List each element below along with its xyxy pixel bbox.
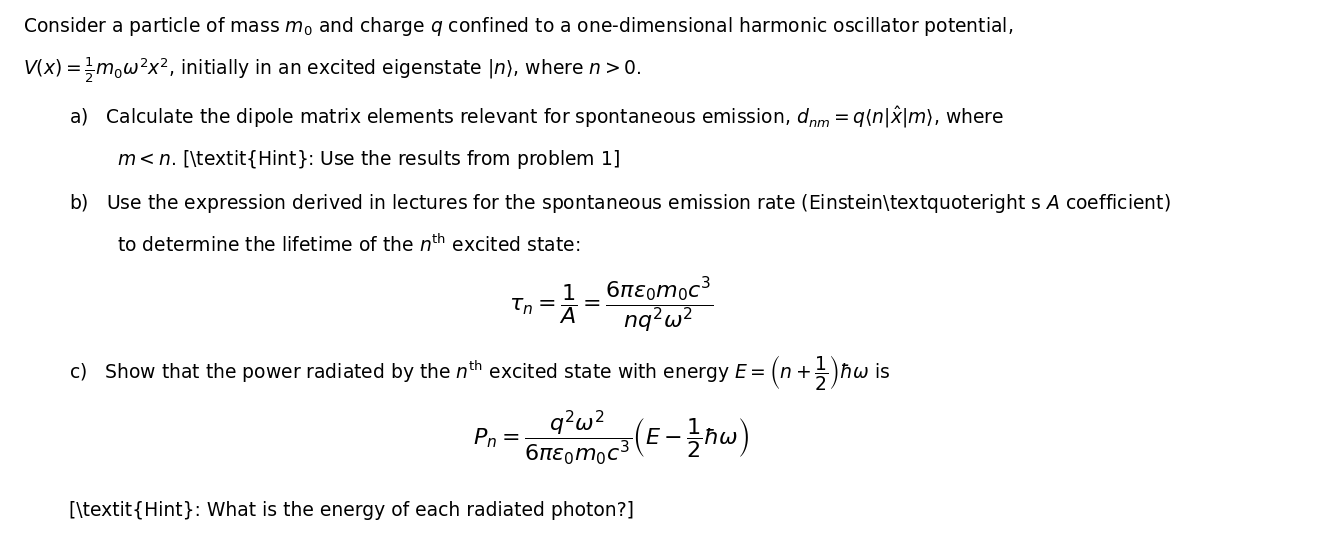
Text: [\textit{Hint}: What is the energy of each radiated photon?]: [\textit{Hint}: What is the energy of ea… — [68, 501, 633, 520]
Text: a)   Calculate the dipole matrix elements relevant for spontaneous emission, $d_: a) Calculate the dipole matrix elements … — [68, 105, 1004, 131]
Text: $\tau_n = \dfrac{1}{A} = \dfrac{6\pi\epsilon_0 m_0 c^3}{nq^2\omega^2}$: $\tau_n = \dfrac{1}{A} = \dfrac{6\pi\eps… — [509, 276, 714, 335]
Text: b)   Use the expression derived in lectures for the spontaneous emission rate (E: b) Use the expression derived in lecture… — [68, 192, 1170, 215]
Text: $V(x) = \frac{1}{2}m_0\omega^2x^2$, initially in an excited eigenstate $|n\rangl: $V(x) = \frac{1}{2}m_0\omega^2x^2$, init… — [23, 56, 641, 85]
Text: Consider a particle of mass $m_0$ and charge $q$ confined to a one-dimensional h: Consider a particle of mass $m_0$ and ch… — [23, 15, 1013, 38]
Text: to determine the lifetime of the $n^\mathrm{th}$ excited state:: to determine the lifetime of the $n^\mat… — [117, 234, 581, 256]
Text: $m < n$. [\textit{Hint}: Use the results from problem 1]: $m < n$. [\textit{Hint}: Use the results… — [117, 147, 620, 171]
Text: c)   Show that the power radiated by the $n^\mathrm{th}$ excited state with ener: c) Show that the power radiated by the $… — [68, 353, 890, 391]
Text: $P_n = \dfrac{q^2\omega^2}{6\pi\epsilon_0 m_0 c^3}\left(E - \dfrac{1}{2}\hbar\om: $P_n = \dfrac{q^2\omega^2}{6\pi\epsilon_… — [474, 409, 750, 468]
